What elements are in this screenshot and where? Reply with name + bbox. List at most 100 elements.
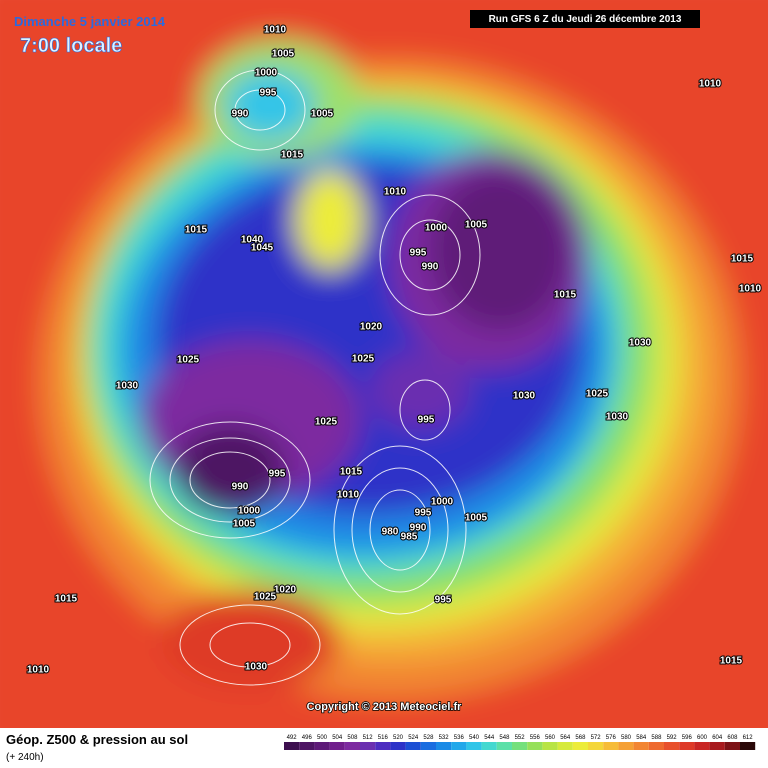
isobar-label: 1000: [255, 68, 278, 79]
isobar-label: 1015: [55, 594, 78, 605]
local-time: 7:00 locale: [20, 35, 122, 57]
isobar-label: 1015: [185, 225, 208, 236]
legend-label: 560: [545, 735, 556, 741]
legend-label: 544: [484, 735, 495, 741]
isobar-label: 1005: [311, 109, 334, 120]
legend-label: 512: [363, 735, 374, 741]
isobar-label: 1010: [337, 490, 360, 501]
legend-swatch: [466, 742, 482, 750]
legend-label: 568: [575, 735, 586, 741]
legend-swatch: [284, 742, 300, 750]
isobar-label: 1005: [465, 513, 488, 524]
copyright: Copyright © 2013 Meteociel.fr: [307, 701, 463, 713]
legend-label: 508: [347, 735, 358, 741]
isobar-label: 1010: [264, 25, 287, 36]
legend-label: 564: [560, 735, 571, 741]
legend-label: 608: [727, 735, 738, 741]
legend-label: 576: [606, 735, 617, 741]
isobar-label: 1025: [352, 354, 375, 365]
isobar-label: 1025: [254, 592, 277, 603]
isobar-label: 1010: [384, 187, 407, 198]
isobar-label: 1030: [116, 381, 139, 392]
isobar-label: 1025: [586, 389, 609, 400]
legend-label: 524: [408, 735, 419, 741]
isobar-label: 985: [401, 532, 418, 543]
legend-label: 572: [591, 735, 602, 741]
lead-time: (+ 240h): [6, 752, 44, 763]
isobar-label: 1030: [513, 391, 536, 402]
legend-label: 600: [697, 735, 708, 741]
isobar-label: 1025: [315, 417, 338, 428]
legend-swatch: [451, 742, 467, 750]
legend-label: 504: [332, 735, 343, 741]
isobar-label: 1020: [360, 322, 383, 333]
legend-swatch: [496, 742, 512, 750]
legend-label: 552: [515, 735, 526, 741]
legend-swatch: [633, 742, 649, 750]
legend-swatch: [436, 742, 452, 750]
color-legend: 492 496 500 504 508 512 516 520 524 528 532 536 540 5…: [284, 735, 756, 750]
legend-label: 528: [423, 735, 434, 741]
isobar-label: 1030: [245, 662, 268, 673]
legend-swatch: [481, 742, 497, 750]
isobar-label: 1015: [281, 150, 304, 161]
legend-swatch: [679, 742, 695, 750]
legend-swatch: [344, 742, 360, 750]
legend-label: 584: [636, 735, 647, 741]
legend-swatch: [588, 742, 604, 750]
isobar-label: 995: [415, 508, 432, 519]
legend-swatch: [375, 742, 391, 750]
isobar-label: 1010: [739, 284, 762, 295]
isobar-label: 1005: [233, 519, 256, 530]
isobar-label: 980: [382, 527, 399, 538]
isobar-label: 990: [232, 109, 249, 120]
legend-label: 592: [667, 735, 678, 741]
legend-swatch: [314, 742, 330, 750]
legend-label: 540: [469, 735, 480, 741]
isobar-label: 1020: [274, 585, 297, 596]
isobar-label: 1040: [241, 235, 264, 246]
legend-label: 532: [439, 735, 450, 741]
isobar-label: 1015: [554, 290, 577, 301]
legend-label: 596: [682, 735, 693, 741]
isobar-label: 1015: [731, 254, 754, 265]
isobar-label: 995: [418, 415, 435, 426]
legend-swatch: [299, 742, 315, 750]
isobar-label: 995: [260, 88, 277, 99]
isobar-label: 1025: [177, 355, 200, 366]
legend-swatch: [390, 742, 406, 750]
isobar-label: 1005: [272, 49, 295, 60]
isobar-label: 1030: [606, 412, 629, 423]
legend-label: 604: [712, 735, 723, 741]
legend-label: 520: [393, 735, 404, 741]
isobar-labels: 1010 1005 1000 995 990 1005 1015 1010 1000 1005 99…: [26, 24, 763, 677]
legend-swatch: [557, 742, 573, 750]
legend-label: 536: [454, 735, 465, 741]
isobar-label: 1015: [340, 467, 363, 478]
legend-swatch: [360, 742, 376, 750]
isobar-label: 995: [435, 595, 452, 606]
run-box: [470, 10, 700, 28]
legend-swatch: [709, 742, 725, 750]
valid-date: Dimanche 5 janvier 2014: [14, 14, 166, 29]
legend-swatch: [329, 742, 345, 750]
legend-swatch: [664, 742, 680, 750]
legend-label: 556: [530, 735, 541, 741]
caption: Géop. Z500 & pression au sol: [6, 732, 188, 747]
isobar-label: 1030: [629, 338, 652, 349]
isobar-label: 990: [232, 482, 249, 493]
legend-swatch: [512, 742, 528, 750]
legend-swatch: [572, 742, 588, 750]
legend-label: 500: [317, 735, 328, 741]
isobar-label: 990: [422, 262, 439, 273]
run-info: Run GFS 6 Z du Jeudi 26 décembre 2013: [489, 14, 682, 25]
isobar-label: 990: [410, 523, 427, 534]
legend-swatch: [740, 742, 756, 750]
legend-label: 496: [302, 735, 313, 741]
legend-label: 580: [621, 735, 632, 741]
legend-swatch: [724, 742, 740, 750]
isobar-label: 1000: [238, 506, 261, 517]
isobar-label: 1010: [27, 665, 50, 676]
